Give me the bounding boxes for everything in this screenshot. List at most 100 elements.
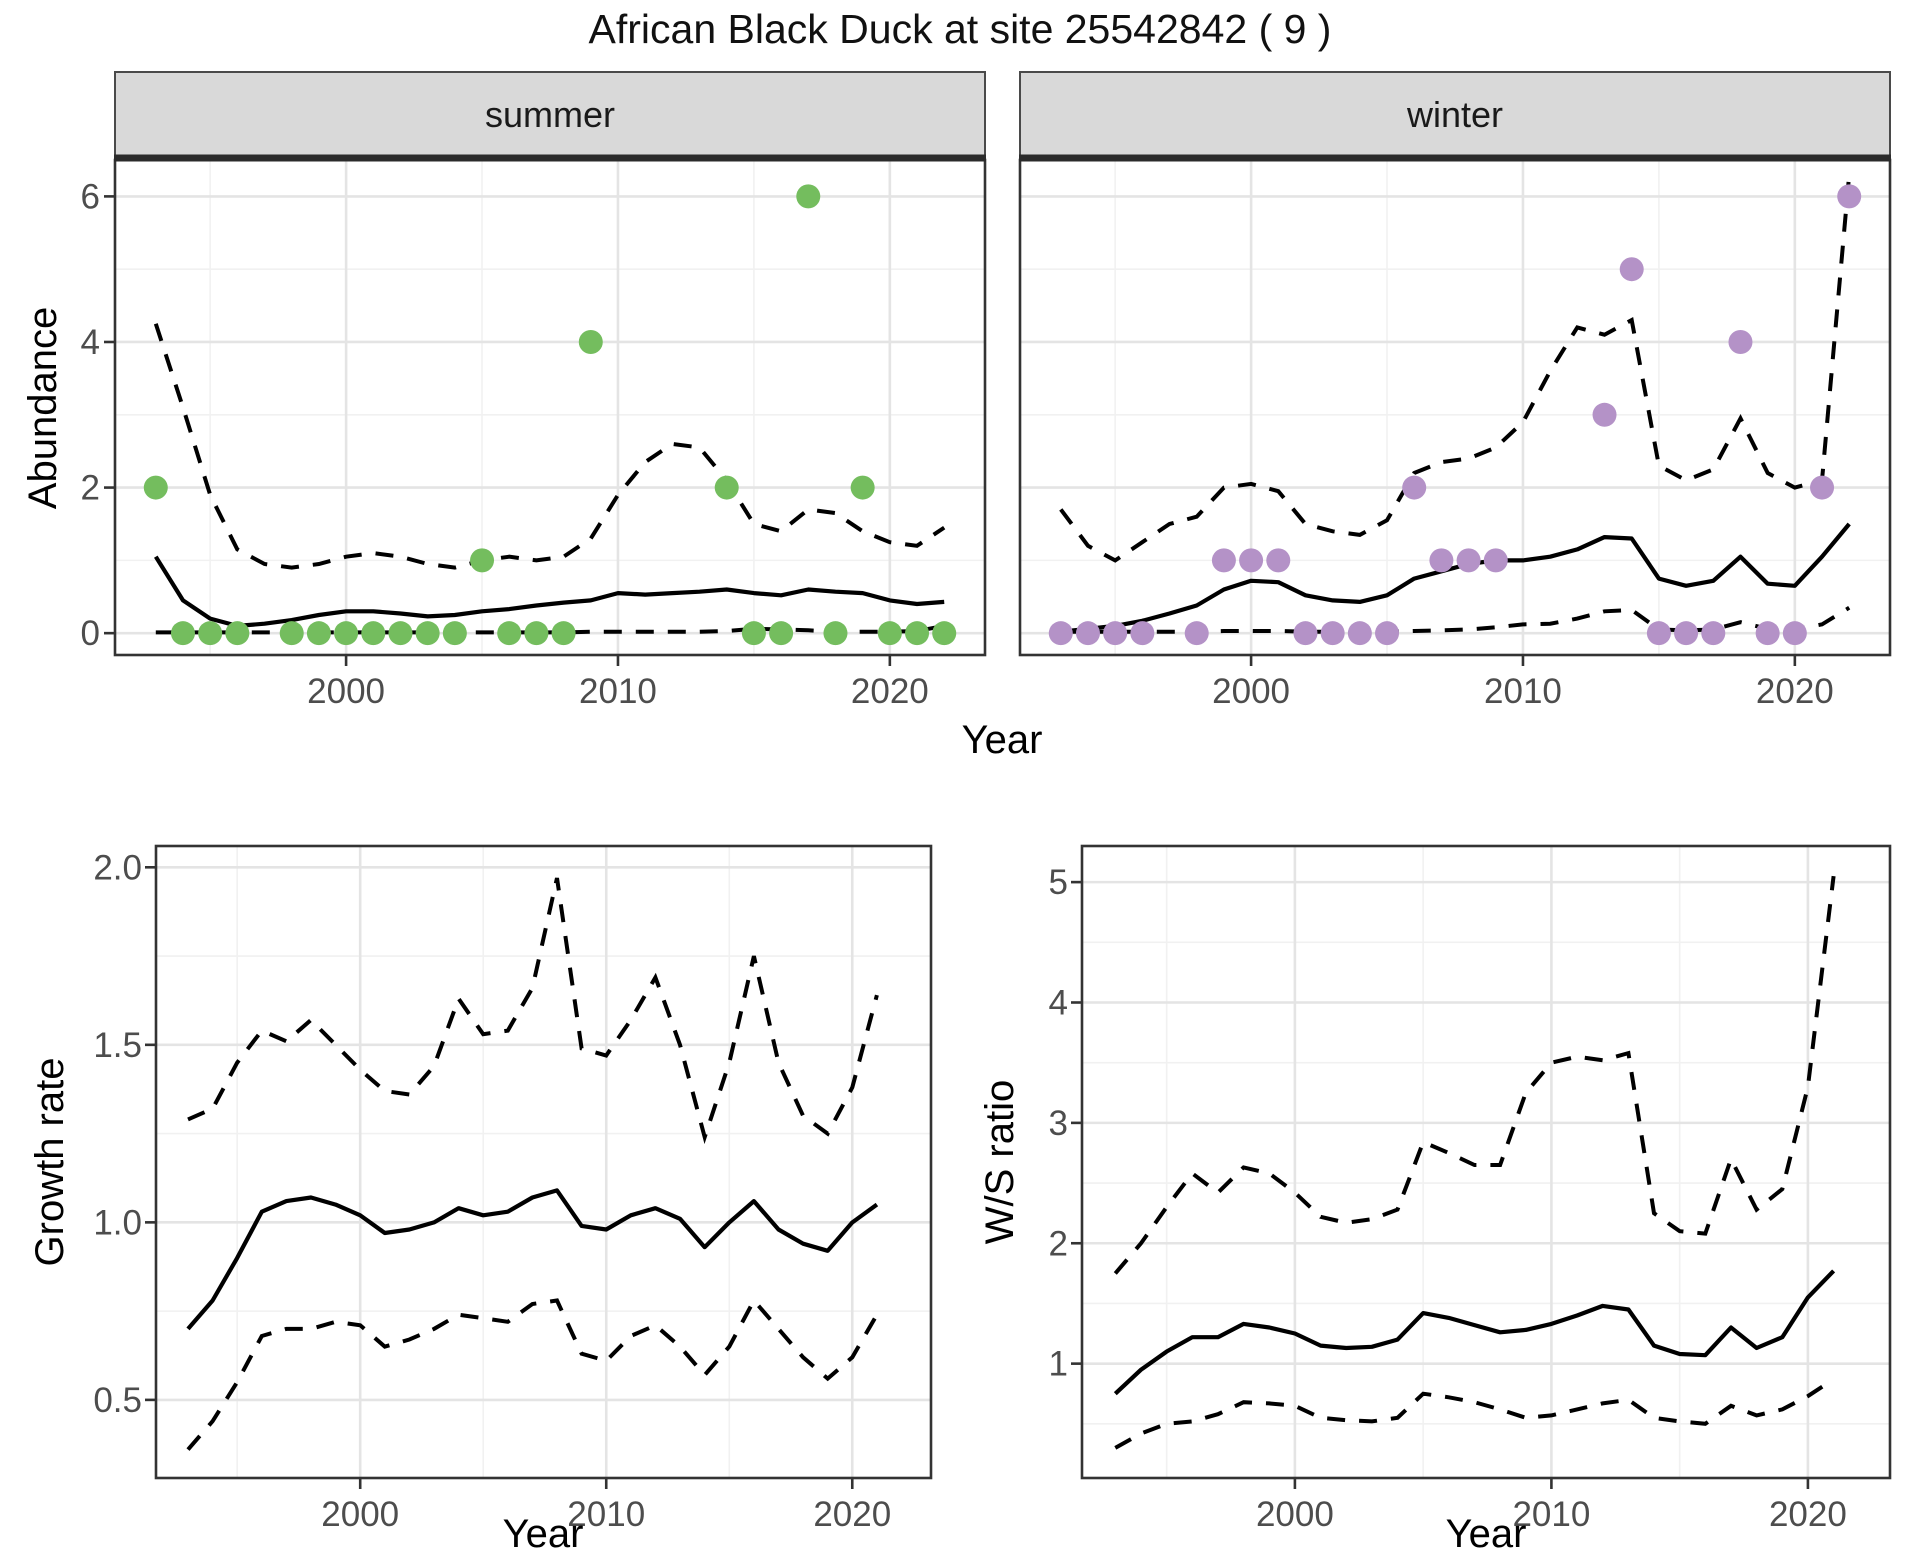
observation-point [143,475,168,500]
observation-point [1130,621,1155,646]
x-tick-label: 2000 [1256,1495,1334,1534]
x-tick-label: 2000 [1212,672,1290,711]
ci-lower-line [186,1296,879,1451]
observation-point [1456,548,1481,573]
ci-upper-line [1059,174,1852,563]
x-tick-label: 2010 [567,1495,645,1534]
ci-lower-line [1114,1377,1835,1450]
observation-point [388,621,413,646]
observation-point [1619,257,1644,282]
observation-point [850,475,875,500]
y-tick-label: 1.5 [93,1026,142,1065]
x-tick-label: 2000 [321,1495,399,1534]
observation-point [1429,548,1454,573]
observation-point [796,184,821,209]
ci-upper-line [153,323,946,570]
observation-point [306,621,331,646]
ws-ratio-axis-title: W/S ratio [978,1079,1022,1245]
x-tick-label: 2020 [813,1495,891,1534]
observation-point [1184,621,1209,646]
fit-line [1060,522,1851,634]
y-tick-label: 3 [1049,1104,1068,1143]
observation-point [1075,621,1100,646]
fit-line [1113,1269,1836,1396]
observation-point [714,475,739,500]
observation-point [1592,402,1617,427]
panel-border [1080,844,1892,1480]
y-tick-label: 6 [81,177,100,216]
observation-point [877,621,902,646]
observation-point [1701,621,1726,646]
observation-point [198,621,223,646]
panel-border [1018,158,1892,657]
observation-point [1810,475,1835,500]
x-tick-label: 2010 [1484,672,1562,711]
x-tick-label: 2020 [1769,1495,1847,1534]
observation-point [170,621,195,646]
fit-line [186,1188,879,1331]
facet-strip [1019,71,1891,157]
observation-point [1837,184,1862,209]
x-tick-label: 2020 [1756,672,1834,711]
observation-point [415,621,440,646]
y-tick-label: 1.0 [93,1203,142,1242]
observation-point [1646,621,1671,646]
fit-line [154,555,945,628]
y-tick-label: 0.5 [93,1381,142,1420]
y-tick-label: 0 [81,614,100,653]
y-tick-label: 2 [81,469,100,508]
year-axis-title-bottom-left: Year [502,1512,584,1556]
y-tick-label: 4 [1049,983,1068,1022]
x-tick-label: 2020 [851,672,929,711]
growth-rate-axis-title: Growth rate [28,1057,72,1267]
observation-point [361,621,386,646]
observation-point [225,621,250,646]
observation-point [1103,621,1128,646]
year-axis-title-top: Year [961,718,1043,762]
observation-point [1782,621,1807,646]
observation-point [1048,621,1073,646]
observation-point [1402,475,1427,500]
observation-point [1320,621,1345,646]
observation-point [578,329,603,354]
observation-point [551,621,576,646]
y-tick-label: 2.0 [93,848,142,887]
ci-upper-line [187,877,879,1145]
observation-point [769,621,794,646]
observation-point [1347,621,1372,646]
observation-point [470,548,495,573]
facet-strip [114,71,986,157]
observation-point [905,621,930,646]
observation-point [1239,548,1264,573]
observation-point [1266,548,1291,573]
observation-point [497,621,522,646]
x-tick-label: 2000 [307,672,385,711]
panel-border [113,158,987,657]
observation-point [334,621,359,646]
observation-point [1755,621,1780,646]
observation-point [823,621,848,646]
observation-point [1728,329,1753,354]
observation-point [741,621,766,646]
plot-title: African Black Duck at site 25542842 ( 9 … [588,6,1332,52]
observation-point [1674,621,1699,646]
observation-point [932,621,957,646]
observation-point [1293,621,1318,646]
observation-point [1375,621,1400,646]
y-tick-label: 2 [1049,1224,1068,1263]
observation-point [1211,548,1236,573]
year-axis-title-bottom-right: Year [1445,1512,1527,1556]
facet-strip-label: summer [485,94,615,135]
x-tick-label: 2010 [579,672,657,711]
x-tick-label: 2010 [1512,1495,1590,1534]
panel-border [154,844,933,1480]
y-tick-label: 1 [1049,1345,1068,1384]
ci-upper-line [1113,875,1836,1275]
facet-strip-label: winter [1406,94,1503,135]
y-tick-label: 5 [1049,863,1068,902]
observation-point [442,621,467,646]
abundance-axis-title: Abundance [21,306,65,510]
observation-point [524,621,549,646]
